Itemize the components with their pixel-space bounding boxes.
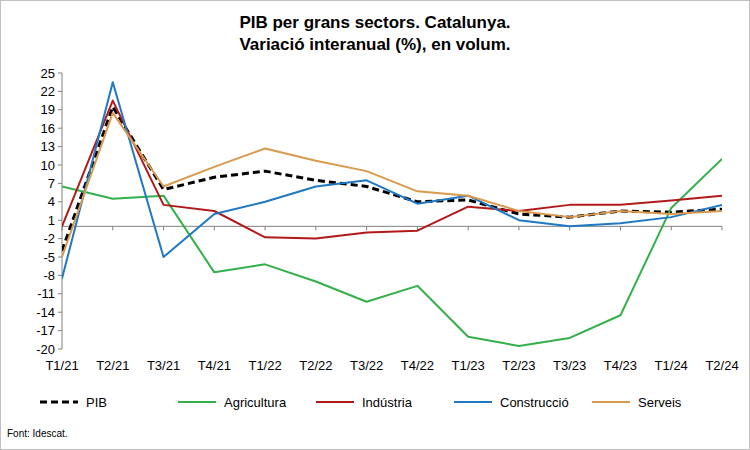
legend-key — [454, 401, 492, 403]
x-tick-label: T4/21 — [198, 358, 231, 373]
x-tick — [620, 226, 621, 230]
y-tick — [58, 109, 62, 110]
y-tick-label: -20 — [36, 342, 55, 357]
x-tick — [518, 226, 519, 230]
x-tick — [468, 226, 469, 230]
x-tick-label: T1/21 — [45, 358, 78, 373]
y-tick — [58, 146, 62, 147]
y-tick-label: -17 — [36, 323, 55, 338]
legend-label: Indústria — [362, 395, 413, 410]
y-tick — [58, 165, 62, 166]
y-tick-label: -14 — [36, 305, 55, 320]
series-line — [62, 82, 722, 278]
source: Font: Idescat. — [7, 428, 68, 439]
x-tick — [671, 226, 672, 230]
legend-key — [316, 401, 354, 403]
y-tick-label: 7 — [48, 176, 55, 191]
y-tick — [58, 201, 62, 202]
x-tick-label: T2/21 — [96, 358, 129, 373]
x-tick — [315, 226, 316, 230]
frame — [1, 1, 750, 450]
x-tick — [62, 226, 63, 230]
x-tick — [722, 226, 723, 230]
legend-key — [592, 401, 630, 403]
x-tick — [214, 226, 215, 230]
legend-label: Agricultura — [224, 395, 287, 410]
x-tick-label: T1/24 — [655, 358, 688, 373]
x-tick — [366, 226, 367, 230]
y-tick-label: 16 — [41, 121, 55, 136]
x-tick-label: T2/24 — [705, 358, 738, 373]
series-line — [62, 113, 722, 257]
y-tick-label: 13 — [41, 139, 55, 154]
series-line — [62, 101, 722, 239]
title: PIB per grans sectors. Catalunya. — [239, 13, 510, 32]
y-tick — [58, 257, 62, 258]
y-tick — [58, 220, 62, 221]
x-tick — [265, 226, 266, 230]
chart: PIB per grans sectors. Catalunya. Variaci… — [0, 0, 750, 450]
x-axis — [62, 226, 722, 227]
y-tick-label: -8 — [43, 268, 55, 283]
y-tick-label: 10 — [41, 158, 55, 173]
y-tick-label: 19 — [41, 102, 55, 117]
x-tick-label: T3/23 — [553, 358, 586, 373]
x-tick-label: T1/22 — [248, 358, 281, 373]
legend-label: PIB — [86, 395, 107, 410]
y-tick — [58, 91, 62, 92]
series-group — [62, 82, 722, 346]
y-tick-label: 25 — [41, 66, 55, 81]
y-tick-label: -2 — [43, 231, 55, 246]
x-tick — [163, 226, 164, 230]
x-tick-label: T4/22 — [401, 358, 434, 373]
legend-key — [178, 401, 216, 403]
y-tick — [58, 312, 62, 313]
y-tick — [58, 275, 62, 276]
x-tick-label: T4/23 — [604, 358, 637, 373]
subtitle: Variació interanual (%), en volum. — [239, 35, 510, 54]
y-tick — [58, 128, 62, 129]
y-tick-label: 1 — [48, 213, 55, 228]
y-axis — [62, 73, 63, 349]
x-tick-label: T2/22 — [299, 358, 332, 373]
x-tick-label: T3/21 — [147, 358, 180, 373]
y-tick — [58, 330, 62, 331]
series-line — [62, 107, 722, 251]
y-tick — [58, 238, 62, 239]
x-tick-label: T2/23 — [502, 358, 535, 373]
y-tick — [58, 73, 62, 74]
legend-key — [40, 401, 78, 404]
y-tick-label: -11 — [37, 286, 55, 301]
y-tick-label: 4 — [48, 194, 55, 209]
series-line — [62, 159, 722, 346]
legend-label: Construcció — [500, 395, 569, 410]
y-tick — [58, 293, 62, 294]
x-tick — [112, 226, 113, 230]
x-tick-label: T3/22 — [350, 358, 383, 373]
y-tick — [58, 183, 62, 184]
y-tick-label: 22 — [41, 84, 55, 99]
y-tick — [58, 349, 62, 350]
y-tick-label: -5 — [43, 250, 55, 265]
x-tick-label: T1/23 — [452, 358, 485, 373]
legend-label: Serveis — [638, 395, 682, 410]
